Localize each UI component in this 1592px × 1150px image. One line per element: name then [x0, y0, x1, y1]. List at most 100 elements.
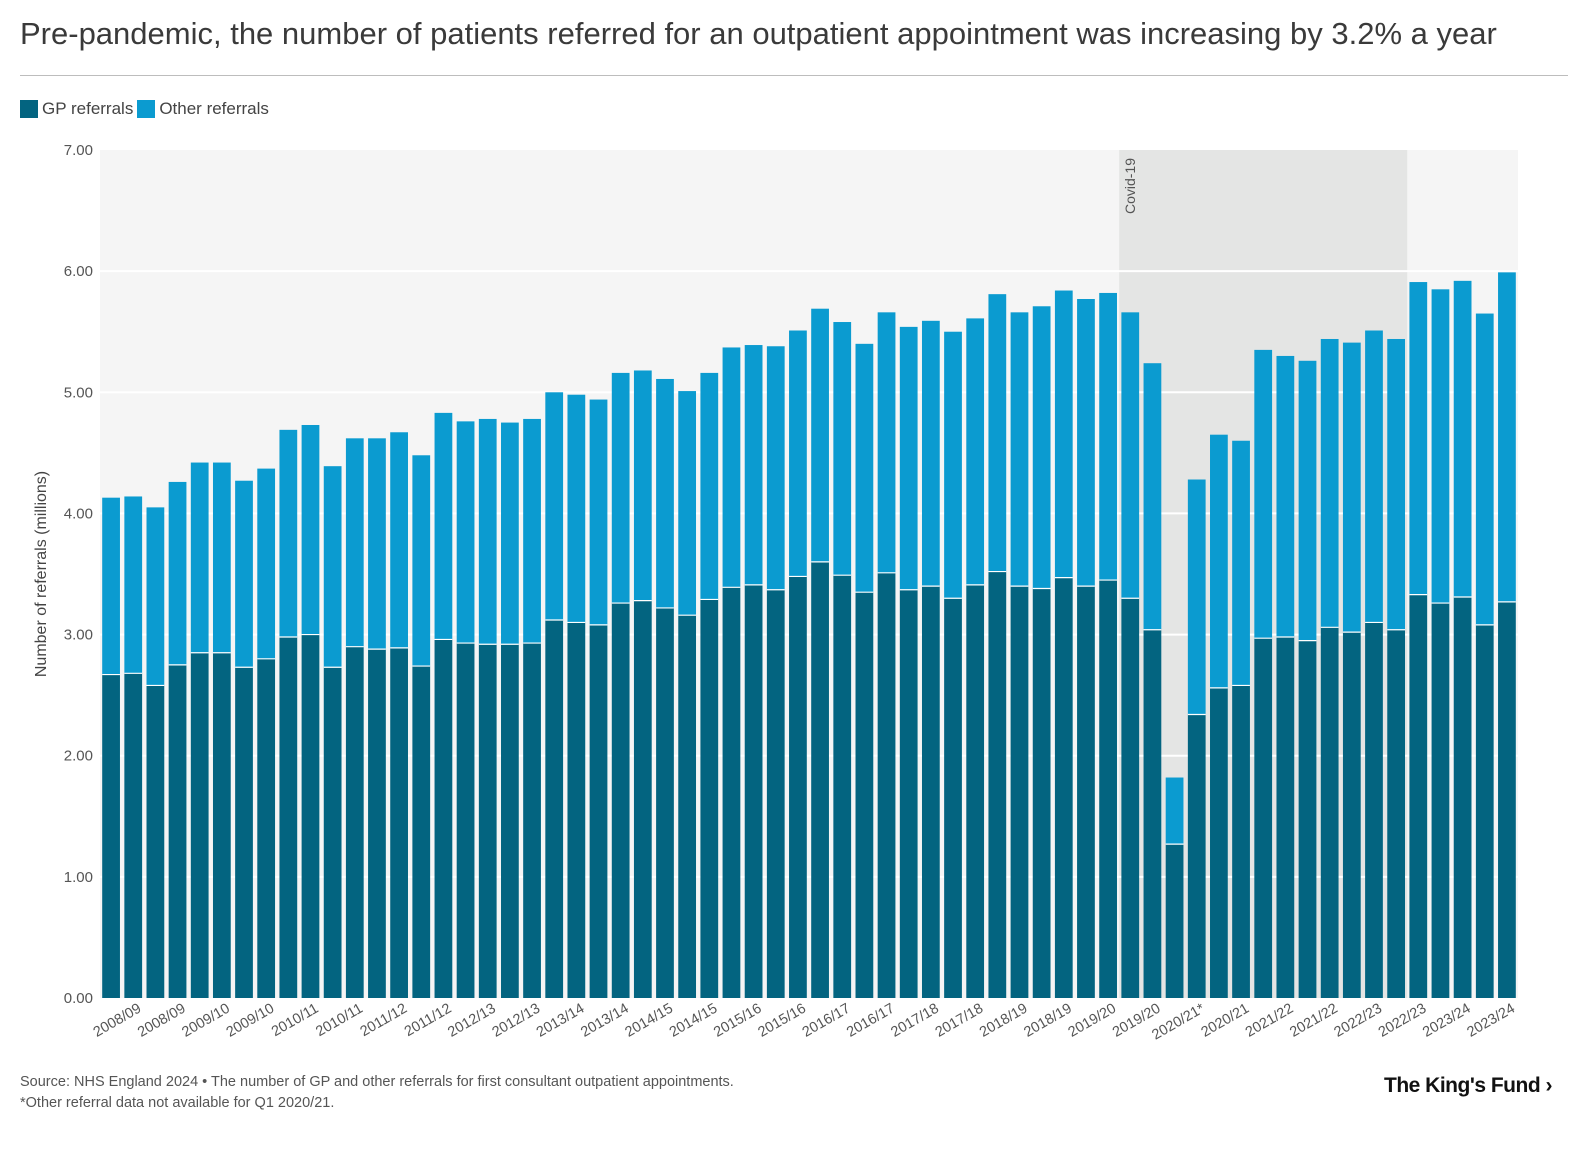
- bar-gp: [1276, 636, 1295, 998]
- stacked-bar-chart: Covid-19 0.00 1.00 2.00 3.00 4.00 5.00 6.00 7.00…: [33, 142, 1518, 1043]
- bar-other: [434, 412, 453, 640]
- legend-item-other[interactable]: Other referrals: [137, 99, 269, 119]
- bar-gp: [368, 649, 386, 998]
- bar-gp: [1453, 597, 1472, 998]
- bar-other: [722, 347, 741, 588]
- bar-gp: [1387, 629, 1406, 998]
- bar-other: [478, 418, 497, 645]
- bar-gp: [523, 643, 541, 998]
- bar-gp: [833, 575, 852, 998]
- y-tick-label: 1.00: [64, 869, 93, 886]
- bar-other: [345, 438, 364, 647]
- bar-other: [1054, 290, 1073, 578]
- bar-other: [1498, 272, 1516, 602]
- x-tick-label: 2012/13: [445, 1001, 498, 1041]
- bar-gp: [656, 607, 674, 998]
- chart-title: Pre-pandemic, the number of patients ref…: [20, 16, 1497, 51]
- bar-gp: [235, 667, 253, 998]
- x-tick-label: 2017/18: [933, 1001, 986, 1041]
- bar-gp: [279, 636, 298, 998]
- bar-gp: [124, 673, 143, 998]
- bar-other: [1453, 280, 1472, 598]
- bar-other: [1232, 440, 1250, 686]
- bar-other: [811, 308, 829, 562]
- bar-gp: [1121, 598, 1140, 998]
- bar-other: [1254, 349, 1273, 639]
- bar-other: [456, 421, 475, 644]
- bar-other: [168, 481, 187, 665]
- source-note: Source: NHS England 2024 • The number of…: [20, 1074, 734, 1090]
- bar-other: [678, 391, 697, 616]
- legend-label-other: Other referrals: [159, 99, 269, 118]
- bar-gp: [434, 639, 453, 998]
- x-tick-label: 2022/23: [1376, 1001, 1429, 1041]
- bar-gp: [168, 664, 187, 998]
- bar-other: [1298, 360, 1317, 641]
- footer: Source: NHS England 2024 • The number of…: [20, 1072, 734, 1114]
- bar-other: [1187, 479, 1206, 715]
- x-tick-label: 2011/12: [358, 1001, 410, 1041]
- bar-other: [390, 432, 408, 648]
- bar-other: [412, 455, 431, 667]
- bar-gp: [1210, 687, 1228, 998]
- x-tick-label: 2015/16: [711, 1001, 764, 1041]
- bar-other: [744, 345, 763, 585]
- x-tick-label: 2011/12: [402, 1001, 454, 1041]
- bar-gp: [1077, 586, 1095, 998]
- y-tick-label: 0.00: [64, 990, 93, 1007]
- bar-other: [921, 320, 940, 587]
- bar-gp: [1054, 577, 1073, 998]
- bar-gp: [966, 584, 985, 998]
- bar-gp: [456, 643, 475, 998]
- bar-gp: [102, 674, 120, 998]
- y-tick-label: 2.00: [64, 748, 93, 765]
- x-tick-label: 2023/24: [1420, 1001, 1473, 1041]
- bar-other: [899, 326, 918, 590]
- bar-gp: [1475, 624, 1494, 998]
- bar-other: [146, 507, 165, 686]
- bar-other: [700, 372, 719, 600]
- bar-other: [523, 418, 541, 644]
- bar-gp: [1409, 594, 1428, 998]
- bar-gp: [744, 584, 763, 998]
- bar-other: [966, 318, 985, 585]
- bar-gp: [1099, 580, 1117, 998]
- bar-other: [545, 392, 564, 621]
- bar-gp: [545, 620, 564, 998]
- bar-gp: [1365, 622, 1383, 998]
- bar-gp: [390, 647, 408, 998]
- x-tick-label: 2009/10: [179, 1001, 232, 1041]
- bar-other: [1165, 777, 1184, 845]
- bar-gp: [700, 599, 719, 998]
- bar-other: [1121, 312, 1140, 599]
- bar-gp: [611, 603, 630, 998]
- x-tick-label: 2016/17: [844, 1001, 897, 1041]
- bar-other: [323, 466, 342, 668]
- bar-gp: [301, 634, 320, 998]
- x-tick-label: 2015/16: [755, 1001, 808, 1041]
- bar-gp: [1320, 627, 1339, 998]
- bar-other: [567, 394, 586, 623]
- x-tick-label: 2017/18: [888, 1001, 941, 1041]
- legend-item-gp[interactable]: GP referrals: [20, 99, 133, 119]
- bar-gp: [921, 586, 940, 998]
- legend-swatch-gp: [20, 100, 38, 118]
- bar-gp: [212, 652, 231, 998]
- bar-other: [833, 322, 852, 576]
- bar-gp: [944, 598, 962, 998]
- bar-other: [235, 480, 253, 668]
- bar-other: [766, 346, 785, 590]
- bar-gp: [855, 592, 874, 998]
- x-tick-label: 2019/20: [1066, 1001, 1119, 1041]
- bar-gp: [1032, 588, 1051, 998]
- x-tick-label: 2021/22: [1243, 1001, 1296, 1041]
- bar-gp: [257, 658, 276, 998]
- bar-other: [855, 343, 874, 593]
- bar-gp: [1298, 640, 1317, 998]
- bar-gp: [323, 667, 342, 998]
- bar-other: [212, 462, 231, 653]
- x-tick-label: 2009/10: [224, 1001, 277, 1041]
- bar-other: [589, 399, 608, 625]
- bar-gp: [899, 589, 918, 998]
- y-tick-label: 7.00: [64, 142, 93, 159]
